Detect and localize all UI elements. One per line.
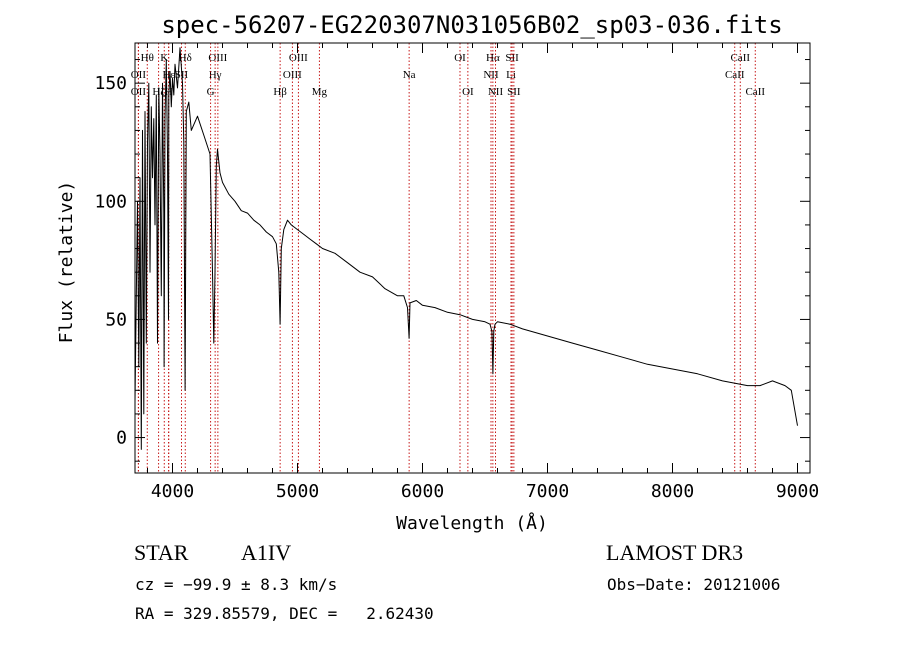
plot-frame bbox=[134, 42, 811, 474]
line-marker-label: CaII bbox=[745, 86, 765, 98]
axes: 4000 5000 6000 7000 8000 9000 0 50 100 150 bbox=[94, 43, 819, 502]
x-axis-label: Wavelength (Å) bbox=[396, 512, 548, 534]
survey-name: LAMOST DR3 bbox=[606, 540, 744, 565]
line-marker-label: SII bbox=[507, 86, 521, 98]
line-marker-label: Hθ bbox=[141, 52, 154, 64]
y-tick-label: 50 bbox=[105, 309, 127, 330]
line-marker-label: K bbox=[160, 52, 168, 64]
line-marker-label: OI bbox=[454, 52, 466, 64]
line-marker-label: NII bbox=[488, 86, 504, 98]
y-axis-label: Flux (relative) bbox=[56, 181, 77, 344]
line-marker-label: Hδ bbox=[179, 52, 192, 64]
line-marker-label: Li bbox=[506, 69, 516, 81]
coordinates: RA = 329.85579, DEC = 2.62430 bbox=[135, 604, 434, 623]
x-tick-label: 9000 bbox=[776, 481, 819, 502]
spectrum-line bbox=[134, 47, 798, 450]
y-tick-label: 0 bbox=[116, 428, 127, 449]
redshift-velocity: cz = −99.9 ± 8.3 km/s bbox=[135, 575, 338, 594]
line-marker-label: Mg bbox=[312, 86, 328, 98]
y-tick-label: 100 bbox=[94, 191, 127, 212]
line-marker-label: OIII bbox=[289, 52, 308, 64]
x-tick-label: 5000 bbox=[276, 481, 319, 502]
line-marker-label: CaII bbox=[725, 69, 745, 81]
line-marker-label: OIII bbox=[208, 52, 227, 64]
line-marker-label: CaII bbox=[730, 52, 750, 64]
line-marker-label: OII bbox=[131, 86, 147, 98]
line-marker-label: G bbox=[207, 86, 215, 98]
line-marker-label: Hγ bbox=[209, 69, 222, 81]
line-marker-label: Hβ bbox=[273, 86, 287, 98]
x-tick-label: 8000 bbox=[651, 481, 694, 502]
line-marker-label: NII bbox=[483, 69, 499, 81]
line-marker-label: SII bbox=[505, 52, 519, 64]
line-marker-label: Hα bbox=[486, 52, 500, 64]
object-class: STAR bbox=[134, 540, 189, 565]
chart-title: spec-56207-EG220307N031056B02_sp03-036.f… bbox=[161, 11, 782, 39]
x-tick-label: 6000 bbox=[401, 481, 444, 502]
x-tick-label: 4000 bbox=[151, 481, 194, 502]
line-marker-label: OI bbox=[462, 86, 474, 98]
x-tick-label: 7000 bbox=[526, 481, 569, 502]
observation-date: Obs−Date: 20121006 bbox=[607, 575, 781, 594]
y-tick-label: 150 bbox=[94, 73, 127, 94]
object-subclass: A1IV bbox=[241, 540, 292, 565]
line-marker-label: OIII bbox=[283, 69, 302, 81]
line-marker-label: Na bbox=[403, 69, 416, 81]
